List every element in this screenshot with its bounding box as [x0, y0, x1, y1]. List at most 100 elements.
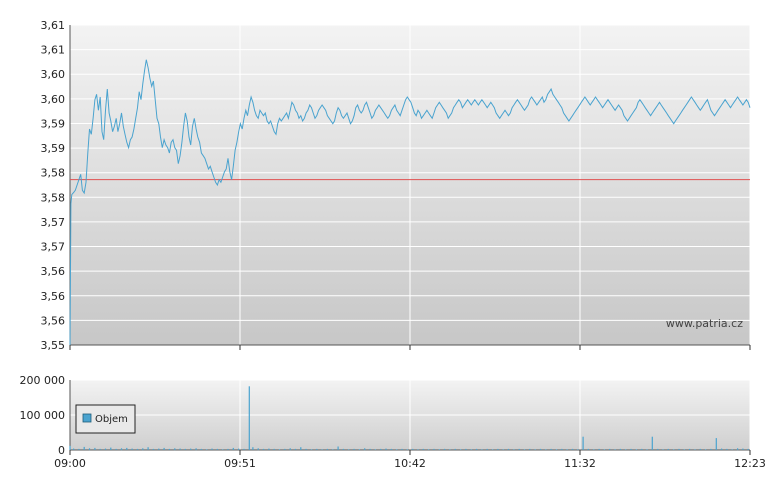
volume-bar: [507, 448, 510, 450]
volume-bar: [721, 448, 723, 450]
volume-bar: [726, 448, 728, 450]
volume-bar: [710, 448, 712, 450]
volume-bar: [587, 448, 589, 450]
volume-bar: [630, 448, 632, 450]
volume-y-tick-label: 0: [58, 444, 65, 457]
volume-bar: [168, 448, 170, 450]
volume-bar: [401, 448, 403, 450]
volume-bar: [147, 447, 149, 450]
legend-label-objem: Objem: [95, 414, 128, 425]
volume-bar: [651, 436, 653, 450]
price-y-tick-label: 3,57: [41, 241, 66, 254]
volume-bar: [731, 449, 733, 450]
volume-bar: [582, 436, 584, 450]
volume-bar: [69, 445, 71, 450]
volume-y-tick-label: 200 000: [20, 374, 66, 387]
volume-y-ticks: 200 000 100 000 0: [20, 374, 66, 457]
volume-bar: [238, 448, 240, 450]
volume-bar: [694, 449, 696, 450]
volume-bar: [190, 448, 192, 450]
volume-bar: [211, 448, 213, 450]
price-y-tick-label: 3,59: [41, 117, 66, 130]
volume-bar: [502, 449, 504, 450]
volume-bar: [364, 448, 366, 451]
price-y-tick-label: 3,58: [41, 167, 66, 180]
volume-bar: [593, 449, 595, 450]
volume-bar: [465, 448, 467, 450]
volume-bar: [422, 448, 424, 450]
volume-bar: [222, 449, 224, 450]
volume-bar: [449, 449, 451, 450]
volume-bar: [273, 448, 275, 450]
volume-bar: [609, 448, 611, 450]
volume-bar: [278, 449, 281, 450]
price-y-tick-label: 3,61: [41, 44, 66, 57]
volume-bar: [673, 449, 675, 450]
watermark-text: www.patria.cz: [666, 317, 743, 330]
volume-bar: [657, 448, 659, 450]
volume-bar: [131, 448, 133, 450]
volume-bar: [136, 448, 139, 450]
volume-bar: [406, 449, 408, 450]
volume-bar: [195, 448, 197, 451]
volume-x-ticks: 09:00 09:51 10:42 11:32 12:23: [54, 450, 766, 470]
legend-swatch-objem: [82, 413, 92, 423]
volume-bar: [454, 448, 456, 450]
price-y-tick-label: 3,57: [41, 216, 66, 229]
price-y-tick-label: 3,58: [41, 191, 66, 204]
volume-bar: [73, 448, 75, 450]
volume-bar: [396, 449, 398, 450]
volume-legend: Objem: [75, 404, 136, 434]
volume-bar: [262, 448, 265, 450]
volume-bar: [438, 449, 440, 450]
volume-bar: [481, 449, 483, 450]
volume-bar: [747, 448, 749, 450]
volume-bar: [667, 448, 669, 450]
volume-bar: [385, 448, 387, 450]
price-y-tick-label: 3,60: [41, 93, 66, 106]
volume-bar: [545, 449, 547, 450]
volume-bar: [200, 448, 202, 450]
volume-bar: [227, 448, 229, 450]
volume-bar: [152, 448, 154, 450]
volume-bar: [523, 449, 526, 450]
volume-bar: [715, 438, 717, 450]
volume-bar: [555, 449, 558, 450]
volume-y-tick-label: 100 000: [20, 409, 66, 422]
volume-bar: [614, 449, 616, 450]
volume-bar: [88, 448, 91, 451]
volume-bar: [300, 447, 302, 450]
volume-bar: [110, 447, 112, 450]
volume-bar: [380, 448, 382, 450]
price-y-tick-label: 3,60: [41, 68, 66, 81]
volume-bar: [444, 448, 446, 450]
volume-bar: [412, 448, 414, 450]
volume-bar: [374, 449, 376, 450]
volume-bar: [126, 447, 128, 450]
volume-bar: [539, 448, 542, 450]
volume-bar: [252, 447, 254, 450]
volume-bar: [646, 449, 648, 450]
volume-bar: [268, 448, 270, 450]
x-tick-label: 11:32: [564, 457, 596, 470]
volume-bar: [678, 448, 680, 450]
volume-bar: [513, 449, 515, 450]
volume-bar: [326, 448, 328, 450]
volume-bar: [115, 448, 117, 450]
volume-bar: [294, 448, 297, 450]
volume-bar: [174, 448, 176, 451]
volume-bar: [550, 448, 552, 450]
volume-bar: [492, 449, 494, 450]
volume-bar: [316, 448, 318, 450]
volume-bar: [243, 448, 245, 450]
volume-bar: [635, 449, 637, 450]
x-tick-label: 12:23: [734, 457, 766, 470]
volume-bar: [428, 449, 430, 450]
volume-bar: [353, 448, 355, 450]
volume-bar: [518, 448, 520, 450]
volume-bar: [705, 449, 707, 450]
volume-bar: [248, 386, 250, 450]
volume-bar: [158, 448, 160, 450]
